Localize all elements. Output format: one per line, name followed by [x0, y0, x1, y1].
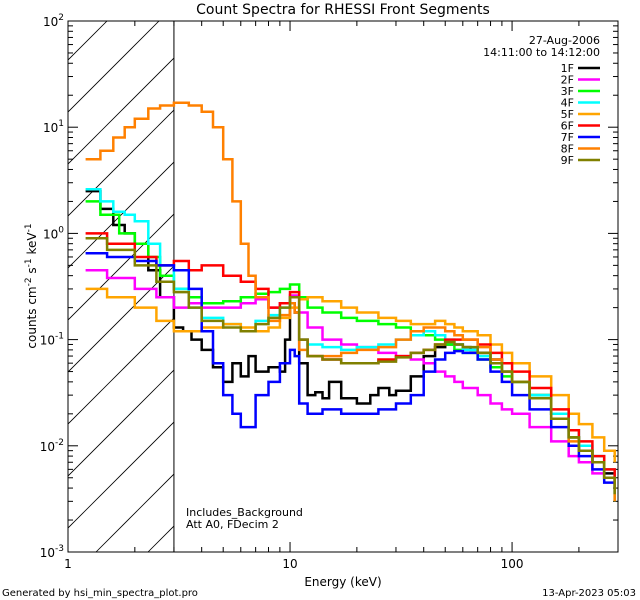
legend-label-3F: 3F — [561, 85, 574, 98]
series-line-7F — [85, 252, 616, 495]
y-tick-label-base: 10 — [40, 334, 55, 348]
hatch-line — [68, 317, 174, 425]
y-tick-label: 10-2 — [40, 438, 64, 454]
legend-label-1F: 1F — [561, 62, 574, 75]
y-tick-label-exp: 0 — [58, 225, 64, 235]
y-tick-label-exp: 1 — [58, 119, 64, 129]
hatch-line — [68, 213, 174, 321]
y-tick-label: 101 — [43, 119, 64, 135]
time-range-label: 14:11:00 to 14:12:00 — [483, 46, 600, 59]
footer-timestamp: 13-Apr-2023 05:03 — [542, 588, 636, 599]
x-tick-label: 1 — [64, 557, 72, 571]
legend-label-8F: 8F — [561, 143, 574, 156]
y-tick-label: 10-1 — [40, 332, 64, 348]
y-axis-label-main: counts cm — [25, 286, 39, 348]
y-axis-label-mid2: keV — [25, 232, 39, 259]
hatch-line — [68, 421, 174, 529]
y-axis-label-exp1: -2 — [24, 277, 34, 286]
hatch-line — [252, 0, 640, 552]
y-axis-label-exp2: -1 — [24, 258, 34, 267]
legend-label-7F: 7F — [561, 131, 574, 144]
chart-title: Count Spectra for RHESSI Front Segments — [196, 2, 490, 18]
x-tick-label: 100 — [501, 557, 524, 571]
series-line-4F — [85, 188, 616, 489]
y-axis-label-mid: s — [25, 267, 39, 277]
x-tick-label: 10 — [282, 557, 297, 571]
annotation-attenuator: Att A0, FDecim 2 — [186, 518, 279, 531]
hatch-line — [0, 0, 120, 552]
hatch-line — [512, 0, 640, 552]
series-lines — [85, 101, 616, 502]
series-line-5F — [85, 287, 616, 463]
plot-frame — [67, 20, 619, 553]
y-tick-label-base: 10 — [43, 15, 58, 29]
legend-label-2F: 2F — [561, 74, 574, 87]
y-tick-label: 100 — [43, 225, 64, 241]
y-tick-label-base: 10 — [43, 121, 58, 135]
hatched-region — [0, 0, 640, 552]
annotation-background: Includes_Background — [186, 506, 303, 519]
y-tick-label: 10-3 — [40, 544, 64, 560]
y-tick-label-exp: -3 — [55, 544, 64, 554]
y-tick-label-base: 10 — [40, 546, 55, 560]
hatch-line — [68, 161, 174, 269]
series-line-1F — [85, 189, 616, 489]
y-axis-label: counts cm-2 s-1 keV-1 — [24, 223, 39, 348]
series-line-6F — [85, 232, 616, 489]
hatch-lines — [0, 0, 640, 552]
y-tick-label-exp: 2 — [58, 13, 64, 23]
y-axis-label-exp3: -1 — [24, 223, 34, 232]
hatch-line — [68, 109, 174, 217]
footer-generated-by: Generated by hsi_min_spectra_plot.pro — [2, 588, 198, 599]
series-line-8F — [85, 101, 616, 502]
hatch-line — [200, 0, 640, 552]
axis-ticks — [67, 20, 619, 553]
legend-label-4F: 4F — [561, 97, 574, 110]
x-tick-labels: 1 10 100 — [64, 557, 523, 571]
y-tick-label-exp: -2 — [55, 438, 64, 448]
y-tick-label-exp: -1 — [55, 332, 64, 342]
hatch-line — [95, 473, 174, 552]
hatch-line — [616, 0, 640, 552]
y-tick-label-base: 10 — [43, 227, 58, 241]
x-axis-label: Energy (keV) — [304, 575, 381, 589]
series-line-9F — [85, 237, 616, 495]
y-tick-label-base: 10 — [40, 440, 55, 454]
hatch-line — [68, 265, 174, 373]
legend-label-6F: 6F — [561, 120, 574, 133]
date-label: 27-Aug-2006 — [529, 34, 600, 47]
hatch-line — [68, 369, 174, 477]
y-tick-label: 102 — [43, 13, 64, 29]
legend-label-9F: 9F — [561, 154, 574, 167]
legend-label-5F: 5F — [561, 108, 574, 121]
series-line-3F — [85, 200, 616, 502]
hatch-line — [304, 0, 640, 552]
